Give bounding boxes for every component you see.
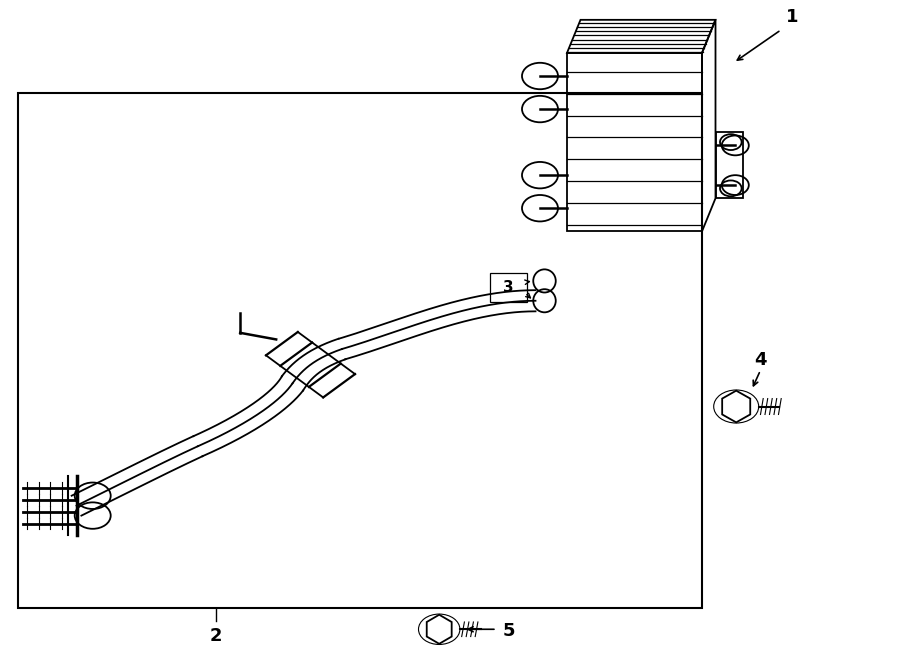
Bar	[18, 93, 702, 608]
Text: 2: 2	[210, 627, 222, 645]
Text: 4: 4	[754, 351, 767, 369]
Text: 5: 5	[502, 622, 515, 641]
Text: 3: 3	[503, 280, 514, 295]
Text: 1: 1	[786, 7, 798, 26]
